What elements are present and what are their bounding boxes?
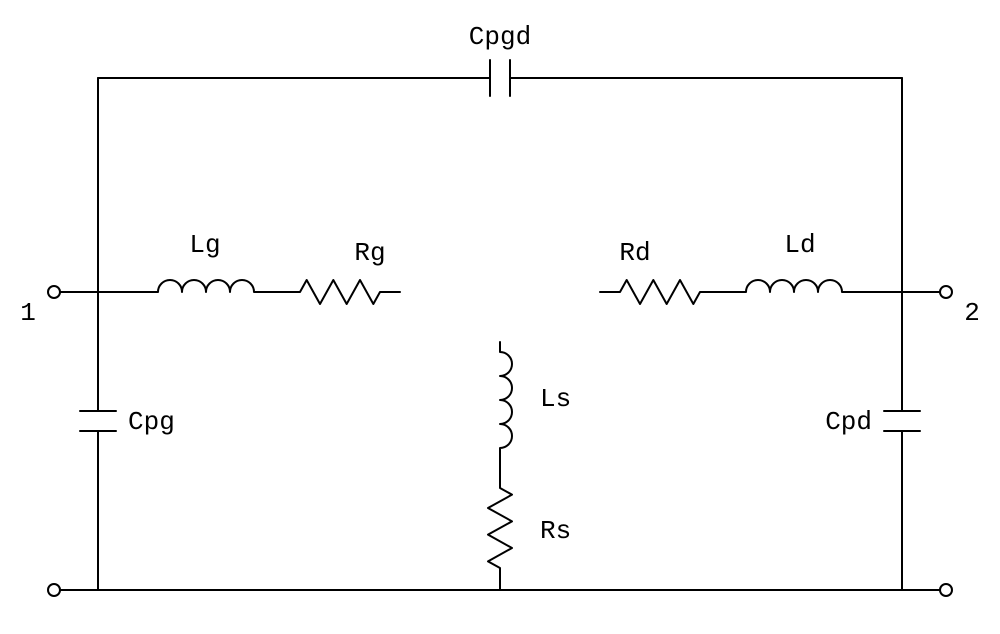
rd-label: Rd: [619, 238, 650, 268]
rs-label: Rs: [540, 516, 571, 546]
ls-label: Ls: [540, 384, 571, 414]
port-1-label: 1: [20, 298, 36, 328]
cpd-label: Cpd: [825, 407, 872, 437]
wires: [60, 60, 940, 590]
ld-label: Ld: [784, 230, 815, 260]
port-2-label: 2: [964, 298, 980, 328]
terminals: [48, 286, 952, 596]
rg-label: Rg: [354, 238, 385, 268]
circuit-diagram: 1 2 Cpgd Lg Rg Ld Rd Cpg Cpd Ls Rs: [0, 0, 1000, 634]
cpg-label: Cpg: [128, 407, 175, 437]
cpgd-label: Cpgd: [469, 22, 531, 52]
components: [98, 280, 902, 590]
lg-label: Lg: [189, 230, 220, 260]
